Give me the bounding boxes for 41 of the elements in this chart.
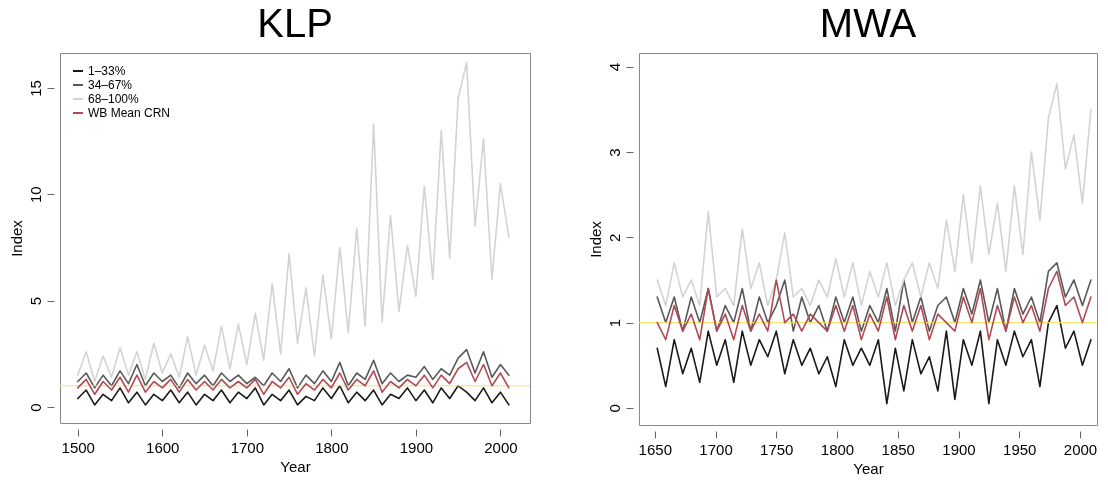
y-axis-title: Index [7,219,25,257]
line-series [76,361,510,396]
y-tick-label: 4 [605,62,623,72]
x-tick-label: 1500 [61,438,95,456]
line-series [656,304,1092,405]
x-axis-title: Year [280,457,311,475]
y-tick-label: 10 [26,186,44,204]
chart-title: MWA [819,1,917,45]
x-tick-label: 1800 [820,440,855,458]
x-tick-label: 1850 [881,440,915,458]
x-tick-label: 1600 [146,438,180,456]
x-tick-label: 1750 [760,440,794,458]
y-tick-label: 0 [605,404,623,413]
x-tick-label: 1800 [315,438,349,456]
y-tick-label: 0 [26,403,44,412]
line-series [656,262,1092,332]
line-series [76,61,510,383]
chart-title: KLP [257,1,333,45]
y-tick-label: 15 [26,80,44,97]
x-tick-label: 1650 [638,440,672,458]
x-tick-label: 1900 [399,438,434,456]
legend-label: WB Mean CRN [88,106,171,120]
x-tick-label: 2000 [484,438,518,456]
x-tick-label: 2000 [1063,440,1098,458]
line-series [76,348,510,389]
y-tick-label: 2 [605,233,623,242]
line-series [76,384,510,406]
y-tick-label: 3 [605,148,623,157]
y-tick-label: 1 [605,318,623,328]
x-tick-label: 1900 [942,440,976,458]
y-tick-label: 5 [26,296,44,306]
legend-label: 1–33% [88,64,126,78]
legend-label: 68–100% [88,92,140,106]
y-axis-title: Index [586,220,604,258]
x-tick-label: 1700 [230,438,264,456]
line-series [656,82,1092,307]
x-axis-title: Year [853,459,884,477]
x-tick-label: 1700 [699,440,733,458]
x-tick-label: 1950 [1003,440,1037,458]
legend-label: 34–67% [88,78,133,92]
line-series [656,270,1092,341]
